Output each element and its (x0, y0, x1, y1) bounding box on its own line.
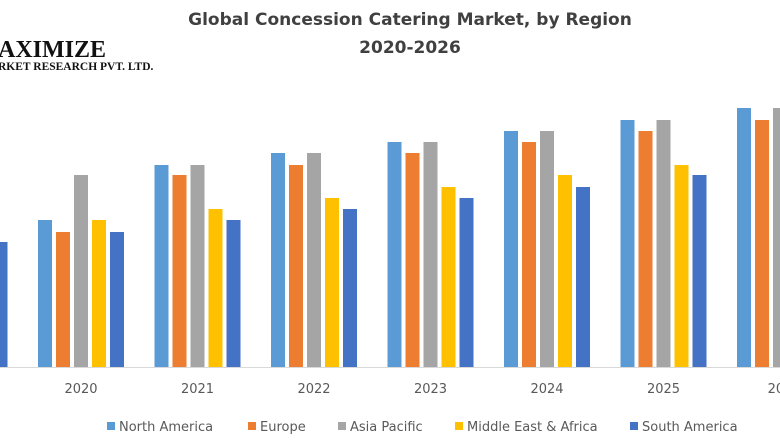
bar-europe-2023 (405, 153, 420, 367)
legend-label: South America (642, 420, 738, 435)
legend-item: Middle East & Africa (455, 420, 598, 435)
bar-middle-east-africa-2024 (558, 175, 572, 367)
bar-south-america-2019 (0, 242, 8, 367)
bar-south-america-2025 (692, 175, 707, 367)
x-tick-label: 2024 (530, 382, 563, 397)
x-tick-label: 2021 (181, 382, 214, 397)
x-tick-label: 2022 (297, 382, 330, 397)
chart-subtitle: 2020-2026 (359, 38, 461, 58)
bar-middle-east-africa-2020 (92, 220, 106, 367)
bar-middle-east-africa-2021 (208, 209, 223, 367)
bar-asia-pacific-2022 (307, 153, 321, 367)
legend: North America Europe Asia Pacific Middle Ea… (107, 420, 738, 435)
x-tick-label: 2025 (647, 382, 680, 397)
legend-swatch (455, 422, 463, 430)
bar-middle-east-africa-2023 (441, 187, 456, 367)
legend-swatch (107, 422, 115, 430)
bar-south-america-2021 (226, 220, 241, 367)
bar-europe-2025 (638, 131, 653, 367)
bar-north-america-2025 (620, 120, 635, 367)
bar-asia-pacific-2020 (74, 175, 88, 367)
x-tick-label: 2023 (414, 382, 447, 397)
bar-europe-2026 (755, 120, 769, 367)
bar-north-america-2020 (38, 220, 52, 367)
logo: AXIMIZE RKET RESEARCH PVT. LTD. (0, 37, 154, 73)
bar-south-america-2024 (576, 187, 590, 367)
legend-item: North America (107, 420, 213, 435)
bar-asia-pacific-2021 (190, 165, 205, 367)
logo-line2: RKET RESEARCH PVT. LTD. (0, 61, 154, 73)
bar-asia-pacific-2025 (656, 120, 671, 367)
bar-europe-2020 (56, 232, 70, 367)
bar-north-america-2026 (737, 108, 751, 367)
x-tick-label: 202 (768, 382, 780, 397)
bar-middle-east-africa-2025 (674, 165, 689, 367)
legend-item: South America (630, 420, 738, 435)
bar-north-america-2022 (271, 153, 285, 367)
legend-swatch (338, 422, 346, 430)
bar-asia-pacific-2024 (540, 131, 554, 367)
bar-europe-2021 (172, 175, 187, 367)
bar-europe-2022 (289, 165, 303, 367)
bar-north-america-2021 (154, 165, 169, 367)
bar-asia-pacific-2026 (773, 108, 780, 367)
bar-north-america-2023 (387, 142, 402, 367)
logo-line1: AXIMIZE (0, 37, 106, 63)
bar-south-america-2022 (343, 209, 357, 367)
legend-swatch (248, 422, 256, 430)
legend-label: Europe (260, 420, 306, 435)
x-tick-label: 2020 (64, 382, 97, 397)
bar-middle-east-africa-2022 (325, 198, 339, 367)
bar-south-america-2023 (459, 198, 474, 367)
bar-europe-2024 (522, 142, 536, 367)
bar-asia-pacific-2023 (423, 142, 438, 367)
legend-label: Middle East & Africa (467, 420, 598, 435)
chart-title: Global Concession Catering Market, by Re… (188, 10, 632, 30)
legend-label: Asia Pacific (350, 420, 423, 435)
legend-item: Europe (248, 420, 306, 435)
legend-item: Asia Pacific (338, 420, 423, 435)
bar-south-america-2020 (110, 232, 124, 367)
legend-label: North America (119, 420, 213, 435)
bar-north-america-2024 (504, 131, 518, 367)
legend-swatch (630, 422, 638, 430)
